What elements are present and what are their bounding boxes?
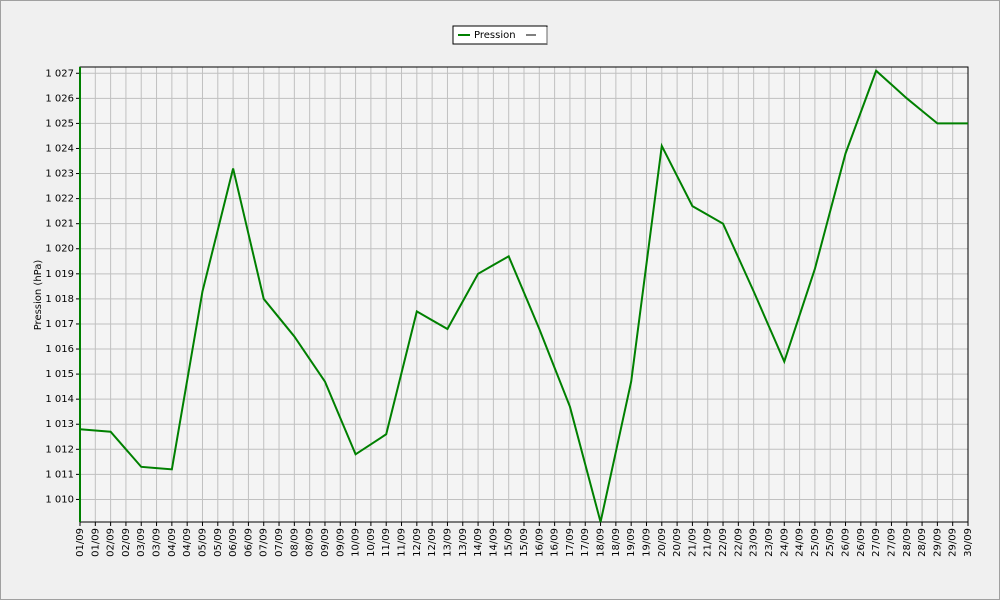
y-tick-label: 1 018 [45,294,74,305]
x-tick-label: 01/09 [75,528,86,557]
x-tick-label: 19/09 [626,528,637,557]
x-tick-label: 27/09 [871,528,882,557]
x-tick-label: 07/09 [274,528,285,557]
x-tick-label: 19/09 [641,528,652,557]
x-tick-label: 21/09 [687,528,698,557]
x-tick-label: 10/09 [366,528,377,557]
y-tick-label: 1 014 [45,394,74,405]
y-tick-label: 1 026 [45,93,74,104]
x-tick-label: 26/09 [856,528,867,557]
x-tick-label: 14/09 [488,528,499,557]
x-tick-label: 16/09 [550,528,561,557]
x-tick-label: 27/09 [886,528,897,557]
y-tick-label: 1 017 [45,319,74,330]
x-tick-label: 02/09 [106,528,117,557]
x-tick-label: 08/09 [289,528,300,557]
x-tick-label: 13/09 [458,528,469,557]
x-tick-label: 05/09 [197,528,208,557]
x-tick-label: 02/09 [121,528,132,557]
x-tick-label: 16/09 [534,528,545,557]
y-tick-label: 1 024 [45,143,74,154]
x-tick-label: 30/09 [963,528,974,557]
x-tick-label: 23/09 [764,528,775,557]
y-tick-label: 1 013 [45,419,74,430]
x-tick-label: 24/09 [795,528,806,557]
x-tick-label: 06/09 [243,528,254,557]
x-tick-label: 18/09 [611,528,622,557]
x-tick-label: 13/09 [442,528,453,557]
x-tick-label: 20/09 [657,528,668,557]
x-tick-label: 03/09 [136,528,147,557]
x-tick-label: 12/09 [427,528,438,557]
x-tick-label: 11/09 [397,528,408,557]
legend-label: Pression [474,30,516,41]
x-tick-label: 14/09 [473,528,484,557]
y-tick-label: 1 016 [45,344,74,355]
x-tick-label: 07/09 [259,528,270,557]
x-tick-label: 25/09 [825,528,836,557]
y-tick-label: 1 021 [45,219,74,230]
y-tick-label: 1 010 [45,494,74,505]
x-tick-label: 15/09 [504,528,515,557]
x-tick-label: 08/09 [305,528,316,557]
y-tick-label: 1 020 [45,244,74,255]
x-tick-label: 22/09 [733,528,744,557]
y-tick-label: 1 011 [45,469,74,480]
x-tick-label: 26/09 [841,528,852,557]
x-tick-label: 29/09 [948,528,959,557]
x-tick-label: 28/09 [902,528,913,557]
x-tick-label: 17/09 [565,528,576,557]
y-tick-label: 1 027 [45,68,74,79]
x-tick-label: 22/09 [718,528,729,557]
x-tick-label: 17/09 [580,528,591,557]
x-tick-label: 12/09 [412,528,423,557]
x-tick-label: 03/09 [152,528,163,557]
x-tick-label: 09/09 [335,528,346,557]
x-tick-label: 21/09 [703,528,714,557]
y-tick-label: 1 015 [45,369,74,380]
x-tick-label: 29/09 [932,528,943,557]
x-tick-label: 25/09 [810,528,821,557]
x-tick-label: 15/09 [519,528,530,557]
y-tick-label: 1 023 [45,169,74,180]
y-tick-label: 1 019 [45,269,74,280]
x-tick-label: 04/09 [182,528,193,557]
y-tick-label: 1 022 [45,194,74,205]
x-tick-label: 18/09 [596,528,607,557]
x-tick-label: 24/09 [779,528,790,557]
series-line [79,69,968,523]
y-axis-label: Pression (hPa) [33,260,44,331]
x-tick-label: 05/09 [213,528,224,557]
x-tick-label: 04/09 [167,528,178,557]
x-tick-label: 06/09 [228,528,239,557]
y-tick-label: 1 025 [45,118,74,129]
x-tick-label: 09/09 [320,528,331,557]
x-tick-label: 10/09 [351,528,362,557]
y-tick-label: 1 012 [45,444,74,455]
x-tick-label: 28/09 [917,528,928,557]
x-tick-label: 11/09 [381,528,392,557]
x-tick-label: 01/09 [90,528,101,557]
x-tick-label: 20/09 [672,528,683,557]
x-tick-label: 23/09 [749,528,760,557]
legend: Pression [452,25,548,45]
